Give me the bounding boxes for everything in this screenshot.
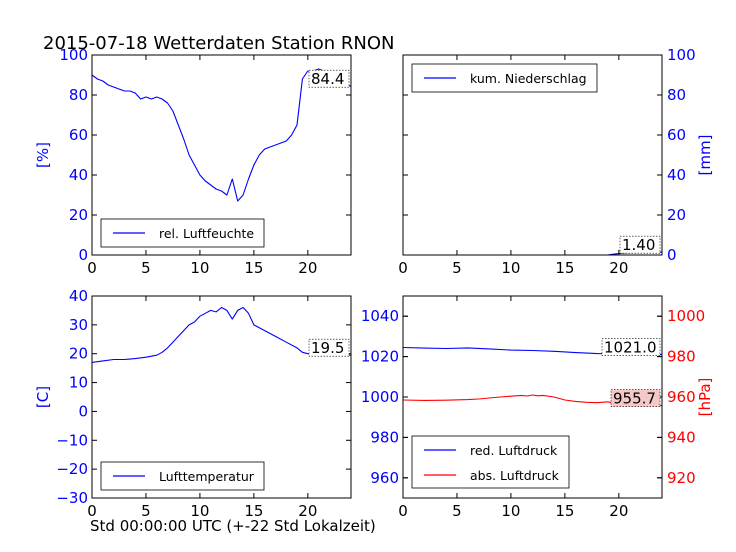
humidity-ytick-label-left: 80 xyxy=(69,86,88,104)
temperature-xtick-label: 5 xyxy=(141,502,151,520)
temperature-series-0 xyxy=(91,306,351,363)
temperature-ytick-label-left: 10 xyxy=(69,374,88,392)
temperature-ytick-label-left: 40 xyxy=(69,287,88,305)
humidity-legend-label: rel. Luftfeuchte xyxy=(159,226,254,241)
humidity-xtick-label: 0 xyxy=(87,259,97,277)
pressure-ytick-label-left: 1020 xyxy=(361,348,399,366)
humidity-ytick-label-left: 0 xyxy=(78,246,88,264)
precipitation-ytick-label-right: 80 xyxy=(667,86,686,104)
pressure-ytick-label-left: 1000 xyxy=(361,388,399,406)
precipitation-ytick-label-right: 60 xyxy=(667,126,686,144)
precipitation-ytick-label-right: 20 xyxy=(667,206,686,224)
temperature-ytick-label-left: −10 xyxy=(56,431,88,449)
temperature-annotation-box xyxy=(308,338,350,357)
precipitation-frame xyxy=(402,54,663,256)
precipitation-legend-label: kum. Niederschlag xyxy=(470,71,587,86)
humidity-xtick-label: 15 xyxy=(244,259,263,277)
pressure-ytick-label-right: 920 xyxy=(667,469,696,487)
humidity-ylabel: [%] xyxy=(34,142,52,168)
pressure-xtick-label: 0 xyxy=(398,502,408,520)
humidity-ytick-label-left: 20 xyxy=(69,206,88,224)
humidity-annotation: 84.4 xyxy=(311,70,344,88)
precipitation-xtick-label: 0 xyxy=(398,259,408,277)
temperature-annotation: 19.5 xyxy=(311,339,344,357)
humidity-series-0 xyxy=(91,68,352,202)
humidity-ytick-label-left: 40 xyxy=(69,166,88,184)
pressure-ytick-label-right: 980 xyxy=(667,348,696,366)
pressure-annotation: 955.7 xyxy=(613,390,656,408)
precipitation-xtick-label: 10 xyxy=(501,259,520,277)
pressure-ytick-label-right: 940 xyxy=(667,428,696,446)
humidity-xtick-label: 5 xyxy=(141,259,151,277)
precipitation-annotation: 1.40 xyxy=(622,236,655,254)
temperature-panel: 0 5 10 15 20 −30 −20 −10 0 10 20 30 40 [C] 19.5 Lufttem… xyxy=(34,287,352,520)
precipitation-xtick-label: 20 xyxy=(609,259,628,277)
humidity-xtick-label: 10 xyxy=(190,259,209,277)
precipitation-ytick-label-right: 40 xyxy=(667,166,686,184)
pressure-ylabel: [hPa] xyxy=(696,378,714,417)
precipitation-ytick-label-right: 0 xyxy=(667,246,677,264)
temperature-xtick-label: 10 xyxy=(190,502,209,520)
temperature-frame xyxy=(91,295,352,499)
temperature-legend-label: Lufttemperatur xyxy=(159,469,255,484)
precipitation-xtick-label: 5 xyxy=(452,259,462,277)
temperature-ytick-label-left: 0 xyxy=(78,402,88,420)
humidity-annotation-box xyxy=(308,69,350,88)
figure-title: 2015-07-18 Wetterdaten Station RNON xyxy=(43,33,394,54)
pressure-ytick-label-left: 980 xyxy=(370,428,399,446)
precipitation-annotation-box xyxy=(619,235,661,254)
temperature-ytick-label-left: 30 xyxy=(69,316,88,334)
precipitation-ylabel: [mm] xyxy=(696,135,714,176)
pressure-legend xyxy=(411,435,570,489)
pressure-legend-label: red. Luftdruck xyxy=(470,443,558,458)
pressure-xtick-label: 10 xyxy=(501,502,520,520)
pressure-ytick-label-right: 1000 xyxy=(667,307,705,325)
temperature-xtick-label: 15 xyxy=(244,502,263,520)
pressure-ytick-label-right: 960 xyxy=(667,388,696,406)
humidity-ytick-label-left: 100 xyxy=(59,46,88,64)
pressure-annotation-box xyxy=(601,338,661,356)
precipitation-xtick-label: 15 xyxy=(555,259,574,277)
x-axis-label: Std 00:00:00 UTC (+-22 Std Lokalzeit) xyxy=(90,517,376,535)
pressure-ytick-label-left: 960 xyxy=(370,469,399,487)
temperature-ytick-label-left: −30 xyxy=(56,489,88,507)
pressure-legend-label: abs. Luftdruck xyxy=(470,468,560,483)
pressure-xtick-label: 5 xyxy=(452,502,462,520)
temperature-xtick-label: 0 xyxy=(87,502,97,520)
pressure-annotation: 1021.0 xyxy=(604,339,657,357)
temperature-ytick-label-left: 20 xyxy=(69,345,88,363)
pressure-annotation-box xyxy=(610,389,661,407)
temperature-xtick-label: 20 xyxy=(298,502,317,520)
humidity-panel: 0 5 10 15 20 0 20 40 60 80 100 [%] 84.4 rel. Luftfeuc… xyxy=(34,46,352,277)
pressure-xtick-label: 20 xyxy=(609,502,628,520)
humidity-xtick-label: 20 xyxy=(298,259,317,277)
humidity-ytick-label-left: 60 xyxy=(69,126,88,144)
pressure-xtick-label: 15 xyxy=(555,502,574,520)
precipitation-ytick-label-right: 100 xyxy=(667,46,696,64)
precipitation-panel: 0 5 10 15 20 0 20 40 60 80 100 [mm] 1.40 kum. Nieders… xyxy=(398,46,714,277)
humidity-frame xyxy=(91,54,352,256)
temperature-ytick-label-left: −20 xyxy=(56,460,88,478)
pressure-panel: 0 5 10 15 20 960 980 1000 1020 1040 920 940 960 980 10… xyxy=(361,295,714,520)
pressure-ytick-label-left: 1040 xyxy=(361,307,399,325)
temperature-ylabel: [C] xyxy=(34,386,52,408)
